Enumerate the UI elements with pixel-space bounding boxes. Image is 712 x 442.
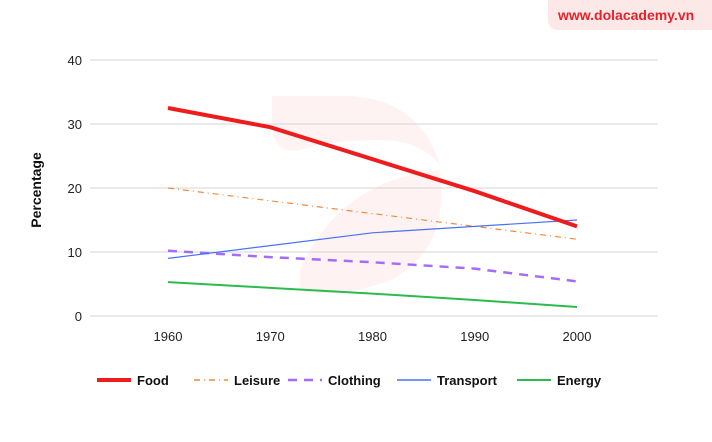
watermark-badge: www.dolacademy.vn bbox=[548, 0, 712, 30]
y-tick-label: 10 bbox=[68, 245, 82, 260]
y-tick-label: 40 bbox=[68, 53, 82, 68]
legend-label: Leisure bbox=[234, 373, 280, 388]
legend-label: Transport bbox=[437, 373, 498, 388]
series-line-food bbox=[167, 106, 578, 229]
x-tick-label: 1980 bbox=[358, 329, 387, 344]
x-tick-label: 2000 bbox=[563, 329, 592, 344]
legend-label: Clothing bbox=[328, 373, 381, 388]
y-tick-label: 30 bbox=[68, 117, 82, 132]
y-tick-label: 20 bbox=[68, 181, 82, 196]
series-line-transport bbox=[167, 219, 578, 259]
watermark-text: www.dolacademy.vn bbox=[558, 7, 695, 23]
legend-label: Food bbox=[137, 373, 169, 388]
watermark-logo bbox=[272, 96, 442, 294]
x-tick-label: 1960 bbox=[154, 329, 183, 344]
series-line-energy bbox=[167, 281, 578, 309]
series-line-clothing bbox=[167, 249, 578, 283]
y-axis-label: Percentage bbox=[28, 152, 44, 228]
x-tick-label: 1990 bbox=[460, 329, 489, 344]
x-tick-label: 1970 bbox=[256, 329, 285, 344]
y-tick-label: 0 bbox=[75, 309, 82, 324]
legend-label: Energy bbox=[557, 373, 602, 388]
